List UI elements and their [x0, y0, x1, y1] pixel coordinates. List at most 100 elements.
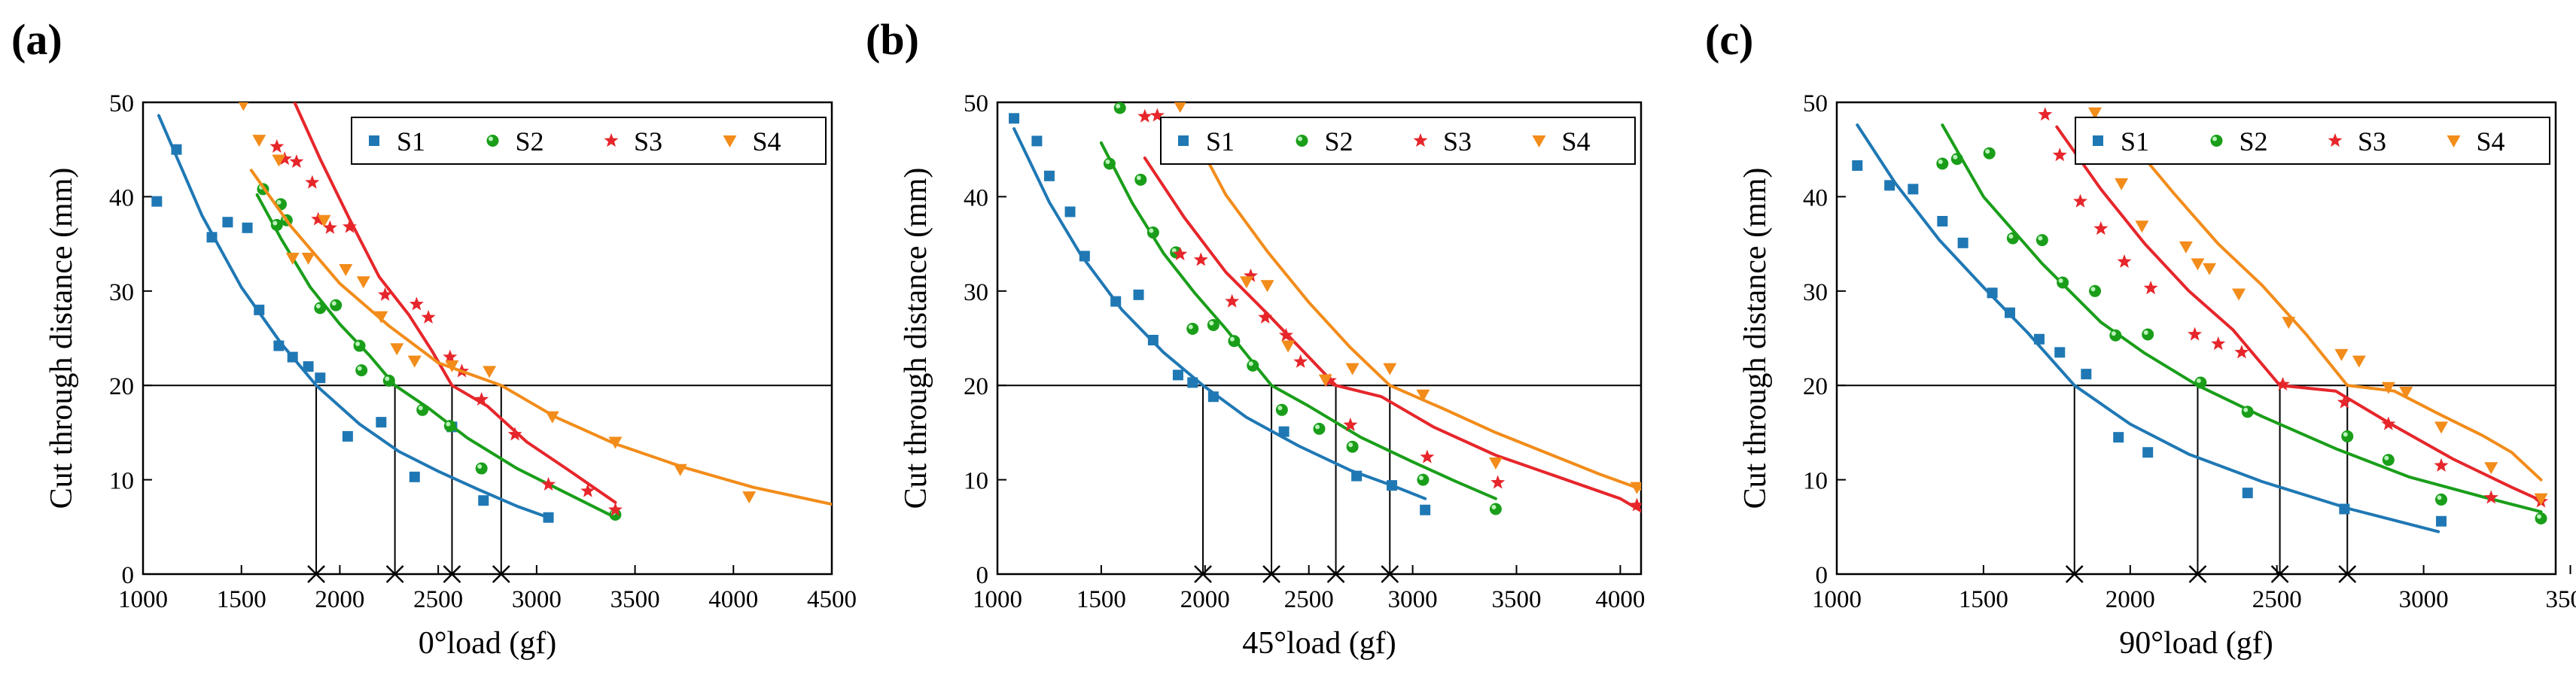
panel-b-xtick-label: 1500	[1076, 586, 1126, 613]
panel-a-plot-area	[151, 102, 832, 523]
panel-a-s2-point-12-shine	[477, 464, 483, 470]
panel-c-s2-point-13-body	[2382, 454, 2395, 467]
panel-a-legend-marker-s2-body	[486, 135, 499, 147]
panel-a-s2-point-9-body	[382, 374, 395, 387]
panel-b-s3-point-14	[1630, 497, 1641, 512]
panel-c-s3-point-4	[2093, 221, 2109, 236]
panel-c-ytick-label: 50	[1803, 90, 1828, 117]
panel-b-s3-point-13	[1490, 475, 1506, 489]
panel-c-s2-point-9-shine	[2143, 330, 2148, 335]
panel-b-s3-point-8	[1278, 327, 1293, 342]
panel-b-s4-point-1	[1174, 102, 1186, 114]
panel-a-s2-point-12	[475, 462, 488, 475]
panel-a-xtick-label: 3000	[512, 586, 562, 613]
panel-a-s2-point-5-shine	[315, 303, 321, 308]
panel-b-intersection-x-b	[1262, 565, 1280, 583]
panel-b-s2-point-14	[1489, 503, 1502, 515]
panel-a-s1-point-4	[222, 217, 233, 228]
panel-a-s4-point-2	[252, 135, 266, 147]
panel-c-s2-point-8	[2109, 329, 2122, 342]
panel-c-s4-point-12	[2399, 386, 2413, 399]
panel-a-ytick-label: 50	[109, 90, 134, 117]
panel-c-s4-point-3	[2135, 220, 2149, 233]
panel-a-s1-point-8	[287, 351, 298, 363]
panel-a-legend-marker-s1	[369, 135, 379, 146]
panel-c-legend-marker-s2	[2210, 135, 2223, 147]
panel-a-axes-frame	[142, 101, 833, 576]
panel-c-s2-point-3-body	[1983, 147, 1996, 160]
panel-c-legend-label-s2: S2	[2240, 126, 2268, 157]
panel-a-legend-label-s4: S4	[753, 126, 781, 157]
panel-b-s2-point-7-body	[1207, 318, 1219, 331]
panel-c-s3-point-9	[2234, 345, 2249, 359]
panel-b-s2-point-10	[1275, 403, 1288, 416]
panel-b-s1-point-3	[1043, 170, 1055, 181]
panel-b-ylabel: Cut through distance (mm)	[899, 168, 933, 509]
panel-b-s2-point-12	[1346, 440, 1359, 453]
panel-c-xtick-label: 1000	[1812, 586, 1862, 613]
panel-a-s1-point-3	[206, 232, 218, 243]
panel-b-intersection-x-b	[1381, 565, 1399, 583]
panel-c-s4-point-11	[2381, 381, 2395, 394]
panel-c-s1-point-14	[2339, 503, 2350, 515]
panel-a-s3-point-13	[474, 392, 489, 406]
panel-c-ytick-label: 0	[1816, 562, 1828, 589]
panel-a-s4-point-15	[608, 436, 623, 449]
panel-c-s2-point-2	[1950, 153, 1963, 166]
panel-a-s2-point-2-shine	[273, 220, 278, 226]
panel-c-s2-point-9	[2142, 328, 2154, 341]
panel-c-s2-point-10	[2194, 376, 2207, 389]
panel-b-s2-point-12-shine	[1348, 442, 1353, 448]
panel-a-s4-point-5	[301, 252, 315, 265]
panel-a-s4-point-7	[339, 263, 353, 276]
panel-b-s2-point-6-body	[1186, 322, 1199, 335]
panel-b-s2-point-7	[1207, 318, 1219, 331]
panel-a-s4-point-6	[317, 214, 331, 227]
panel-b-s2-point-8	[1228, 335, 1241, 348]
panel-b-label: (b)	[866, 15, 919, 64]
panel-b-s2-point-9-shine	[1248, 361, 1253, 366]
panel-a-s2-point-7-shine	[355, 342, 361, 347]
panel-b-xtick-label: 1000	[973, 586, 1022, 613]
panel-a-s2-point-12-body	[475, 462, 488, 475]
panel-b-s2-point-12-body	[1346, 440, 1359, 453]
panel-b-s1-point-13	[1351, 470, 1363, 482]
panel-a-s3-point-3	[289, 154, 304, 169]
panel-a-s4-point-3	[272, 154, 286, 167]
panel-a-ytick-label: 20	[109, 373, 134, 400]
panel-b-s4-point-5	[1260, 280, 1274, 293]
panel-c-s4-fit-curve	[2128, 139, 2543, 482]
panel-c-s3-point-1	[2038, 107, 2053, 121]
panel-a-s4-point-4	[285, 252, 300, 265]
panel-b-ytick-label: 30	[964, 279, 988, 306]
panel-b-s1-point-2	[1031, 135, 1043, 147]
panel-c-ytick-label: 20	[1803, 373, 1828, 400]
panel-c-s2-point-15-body	[2535, 512, 2547, 525]
panel-c-s2-point-5	[2036, 234, 2048, 247]
panel-b-s3-point-10	[1322, 372, 1337, 387]
panel-a-s3-point-1	[269, 138, 285, 153]
panel-a-s2-point-11	[443, 420, 456, 433]
panel-c-ytick-label: 40	[1803, 184, 1828, 211]
panel-b-s4-point-6	[1281, 340, 1296, 353]
panel-c-s1-point-8	[2033, 333, 2045, 345]
panel-c-intersection-marker-1	[2065, 565, 2084, 583]
panel-a-s3-fit-curve	[293, 102, 617, 504]
panel-c-s2-point-6-body	[2057, 276, 2069, 289]
panel-b-s2-point-2	[1113, 102, 1126, 114]
panel-c-ytick-label: 10	[1803, 468, 1828, 495]
panel-c-intersection-marker-4	[2338, 565, 2357, 583]
panel-c-s2-point-2-shine	[1953, 154, 1958, 160]
panel-a-s2-point-6	[330, 299, 343, 312]
panel-c-s2-point-15	[2535, 512, 2547, 525]
panel-a-xlabel: 0°load (gf)	[419, 626, 557, 661]
panel-c-intersection-x-b	[2270, 565, 2289, 583]
panel-b-xtick-label: 3000	[1388, 586, 1438, 613]
panel-c-s4-point-7	[2232, 288, 2246, 301]
panel-a-xtick-label: 2500	[413, 586, 463, 613]
panel-c-s2-point-3	[1983, 147, 1996, 160]
panel-c-s1-point-7	[2004, 307, 2015, 318]
panel-c-s2-point-5-shine	[2038, 236, 2043, 241]
panel-b-s2-point-14-body	[1489, 503, 1502, 515]
panel-b-s2-point-11-shine	[1315, 424, 1320, 430]
